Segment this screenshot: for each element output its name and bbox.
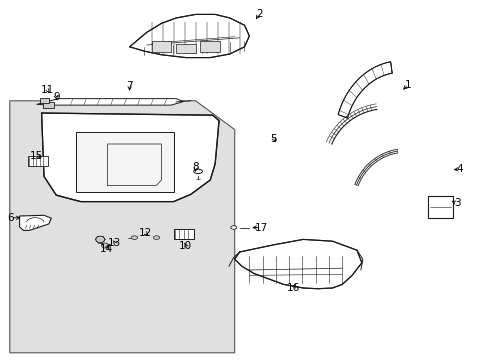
Text: 13: 13 bbox=[108, 238, 122, 248]
Text: 14: 14 bbox=[100, 244, 113, 254]
Polygon shape bbox=[129, 14, 249, 58]
Bar bbox=[200, 41, 220, 52]
Text: 3: 3 bbox=[453, 198, 460, 208]
Text: 16: 16 bbox=[286, 283, 300, 293]
Text: 10: 10 bbox=[179, 240, 192, 251]
Ellipse shape bbox=[193, 169, 202, 174]
Polygon shape bbox=[234, 239, 361, 289]
Text: 12: 12 bbox=[139, 228, 152, 238]
Text: 11: 11 bbox=[41, 85, 54, 95]
Ellipse shape bbox=[153, 236, 159, 239]
Polygon shape bbox=[20, 215, 51, 230]
Text: 2: 2 bbox=[255, 9, 262, 19]
Bar bbox=[43, 102, 54, 108]
Text: 15: 15 bbox=[30, 150, 43, 161]
Bar bbox=[173, 229, 194, 239]
Polygon shape bbox=[338, 62, 391, 118]
Text: 17: 17 bbox=[254, 222, 268, 233]
Ellipse shape bbox=[102, 243, 108, 248]
Polygon shape bbox=[37, 99, 183, 105]
Text: 9: 9 bbox=[53, 92, 60, 102]
Polygon shape bbox=[41, 113, 219, 202]
Text: 1: 1 bbox=[404, 80, 411, 90]
Bar bbox=[176, 44, 195, 53]
Text: 7: 7 bbox=[126, 81, 133, 91]
Bar bbox=[427, 196, 452, 218]
Polygon shape bbox=[10, 101, 234, 353]
Ellipse shape bbox=[230, 226, 236, 229]
Bar bbox=[151, 41, 171, 52]
Text: 4: 4 bbox=[455, 164, 462, 174]
Bar bbox=[76, 132, 173, 192]
Text: 6: 6 bbox=[7, 213, 14, 223]
Ellipse shape bbox=[96, 236, 104, 243]
Text: 8: 8 bbox=[192, 162, 199, 172]
Ellipse shape bbox=[131, 236, 138, 239]
Bar bbox=[28, 156, 48, 166]
Bar bbox=[40, 98, 49, 103]
Text: 5: 5 bbox=[270, 134, 277, 144]
